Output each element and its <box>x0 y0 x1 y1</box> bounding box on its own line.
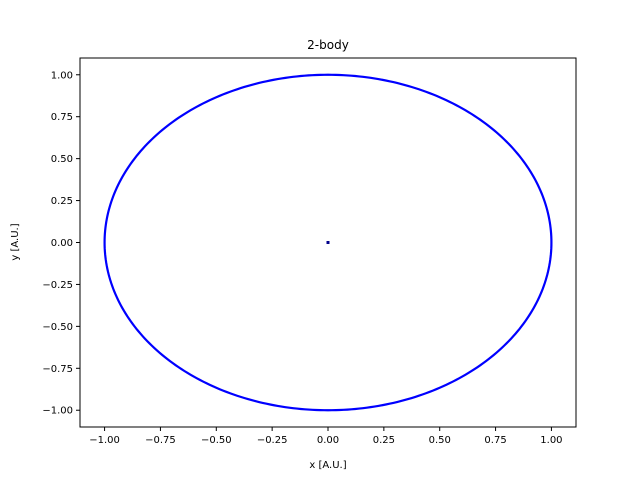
x-tick-label: −0.50 <box>201 435 232 446</box>
y-tick-label: −0.25 <box>42 280 73 291</box>
x-axis-ticks: −1.00 −0.75 −0.50 −0.25 0.00 0.25 0.50 0.75 1.00 <box>89 427 563 446</box>
x-tick-label: −1.00 <box>89 435 120 446</box>
y-tick-label: 0.75 <box>51 112 73 123</box>
y-tick-label: 0.25 <box>51 196 73 207</box>
central-body-layer <box>326 241 330 244</box>
plot-area <box>79 57 577 428</box>
y-axis-ticks: −1.00 −0.75 −0.50 −0.25 0.00 0.25 0.50 0.75 1.00 <box>42 70 80 417</box>
y-tick-label: −0.75 <box>42 364 73 375</box>
x-tick-label: 0.25 <box>373 435 395 446</box>
central-body-point <box>326 241 330 244</box>
x-tick-label: −0.25 <box>257 435 288 446</box>
y-tick-label: −0.50 <box>42 322 73 333</box>
y-tick-label: 0.50 <box>51 154 73 165</box>
x-tick-label: 0.75 <box>484 435 506 446</box>
chart-title: 2-body <box>307 38 349 52</box>
x-tick-label: −0.75 <box>145 435 176 446</box>
x-tick-label: 0.00 <box>317 435 339 446</box>
orbit-layer <box>103 73 553 412</box>
y-axis-label: y [A.U.] <box>10 223 21 260</box>
x-tick-label: 0.50 <box>429 435 451 446</box>
orbit-path <box>103 73 553 412</box>
y-tick-label: 0.00 <box>51 238 73 249</box>
x-tick-label: 1.00 <box>540 435 562 446</box>
y-tick-label: −1.00 <box>42 406 73 417</box>
x-axis-label: x [A.U.] <box>309 460 346 471</box>
y-tick-label: 1.00 <box>51 70 73 81</box>
